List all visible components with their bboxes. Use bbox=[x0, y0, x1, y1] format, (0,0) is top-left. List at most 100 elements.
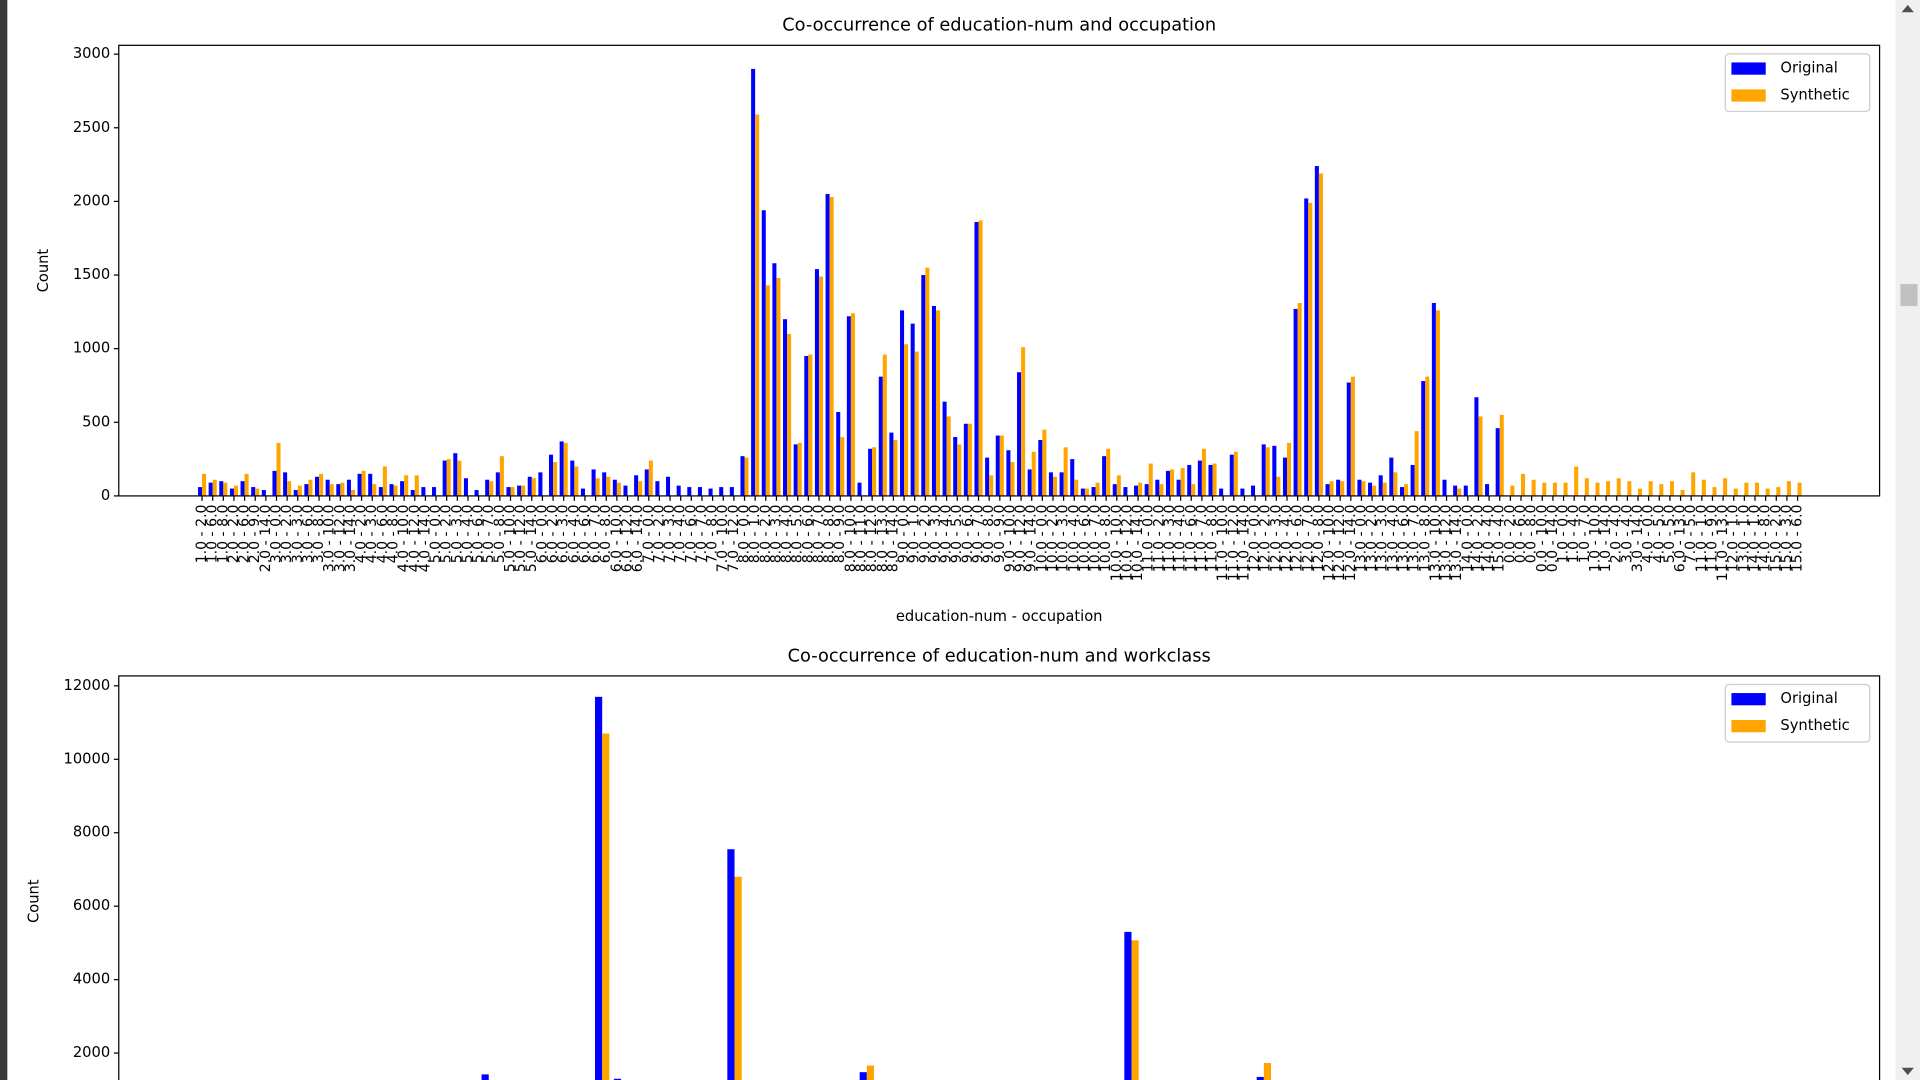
bar bbox=[925, 267, 930, 496]
y-tick-label: 10000 bbox=[63, 750, 110, 767]
x-tick-label: 0.0 - 6.0 bbox=[1513, 504, 1529, 563]
bar bbox=[1208, 464, 1213, 496]
y-tick-label: 8000 bbox=[73, 824, 110, 841]
bar bbox=[1510, 485, 1515, 496]
x-tick-label: 13.0 - 3.0 bbox=[1375, 504, 1391, 572]
legend-label: Synthetic bbox=[1780, 717, 1849, 734]
x-tick-label: 11.0 - 13.0 bbox=[1715, 504, 1731, 581]
x-tick-label: 13.0 - 6.0 bbox=[1396, 504, 1412, 572]
bar bbox=[1169, 469, 1175, 496]
bar bbox=[1786, 481, 1791, 496]
bar bbox=[1229, 454, 1234, 496]
x-tick-label: 3.0 - 4.0 bbox=[1619, 504, 1635, 563]
bar bbox=[506, 487, 511, 496]
bar bbox=[602, 472, 607, 496]
bar bbox=[549, 454, 554, 496]
bar bbox=[1485, 484, 1490, 496]
x-tick-label: 7.0 - 6.0 bbox=[683, 504, 699, 563]
x-tick-label: 8.0 - 11.0 bbox=[854, 504, 870, 572]
bar bbox=[904, 344, 909, 496]
bar bbox=[1357, 479, 1362, 496]
x-tick-label: 13.0 - 12.0 bbox=[1439, 504, 1455, 581]
bar bbox=[1410, 464, 1415, 496]
bar bbox=[676, 485, 681, 496]
bar bbox=[1006, 450, 1011, 496]
bar bbox=[538, 472, 543, 496]
bar bbox=[935, 310, 941, 496]
scroll-down-arrow[interactable] bbox=[1901, 1067, 1914, 1076]
bar bbox=[212, 479, 217, 496]
bar bbox=[1212, 463, 1217, 496]
x-tick-label: 14.0 - 4.0 bbox=[1481, 504, 1497, 572]
bar bbox=[595, 478, 600, 496]
bar bbox=[1457, 488, 1462, 496]
bar bbox=[846, 316, 851, 496]
x-tick-label: 13.0 - 2.0 bbox=[1364, 504, 1380, 572]
x-tick-label: 11.0 - 14.0 bbox=[1236, 504, 1252, 581]
x-tick-label: 6.0 - 6.0 bbox=[577, 504, 593, 563]
bar bbox=[1346, 382, 1351, 496]
x-tick-label: 4.0 - 3.0 bbox=[364, 504, 380, 563]
bar bbox=[1552, 482, 1557, 496]
bar bbox=[1052, 476, 1058, 496]
bar bbox=[1286, 442, 1292, 496]
bar bbox=[1251, 485, 1256, 496]
bar bbox=[1393, 472, 1398, 496]
x-tick-label: 7.0 - 0.0 bbox=[641, 504, 657, 563]
x-tick-label: 5.0 - 8.0 bbox=[492, 504, 508, 563]
bar bbox=[580, 488, 585, 496]
plot-frame bbox=[118, 675, 1881, 1080]
bar bbox=[325, 479, 330, 496]
bar bbox=[1124, 931, 1132, 1080]
x-tick-label: 3.0 - 14.0 bbox=[1630, 504, 1646, 572]
x-tick-label: 3.0 - 0.0 bbox=[268, 504, 284, 563]
bar bbox=[1027, 469, 1032, 496]
bar bbox=[1336, 479, 1341, 496]
x-tick-label: 8.0 - 0.0 bbox=[737, 504, 753, 563]
bar bbox=[1797, 482, 1802, 496]
bar bbox=[1084, 488, 1089, 496]
x-tick-label: 9.0 - 2.0 bbox=[917, 504, 933, 563]
bar bbox=[297, 485, 302, 496]
bar bbox=[921, 275, 926, 496]
y-tick-label: 6000 bbox=[73, 897, 110, 914]
x-tick-label: 8.0 - 6.0 bbox=[800, 504, 816, 563]
bar bbox=[1080, 488, 1085, 496]
scrollbar-thumb[interactable] bbox=[1900, 284, 1918, 307]
scrollbar-track[interactable] bbox=[1895, 0, 1920, 1080]
y-axis-label: Count bbox=[25, 879, 42, 923]
x-tick-label: 9.0 - 0.0 bbox=[896, 504, 912, 563]
x-tick-label: 9.0 - 8.0 bbox=[981, 504, 997, 563]
bar bbox=[283, 472, 288, 496]
bar bbox=[1531, 479, 1536, 496]
bar bbox=[995, 435, 1000, 496]
x-tick-label: 5.0 - 4.0 bbox=[460, 504, 476, 563]
bar bbox=[1361, 481, 1366, 496]
x-tick-label: 1.0 - 2.0 bbox=[194, 504, 210, 563]
bar bbox=[1648, 481, 1653, 496]
x-tick-label: 6.0 - 0.0 bbox=[534, 504, 550, 563]
bar bbox=[1563, 482, 1568, 496]
x-tick-label: 4.0 - 5.0 bbox=[1651, 504, 1667, 563]
bar bbox=[634, 475, 639, 496]
x-tick-label: 12.0 - 3.0 bbox=[1268, 504, 1284, 572]
x-tick-label: 15.0 - 2.0 bbox=[1768, 504, 1784, 572]
bar bbox=[233, 485, 238, 496]
x-tick-label: 10.0 - 10.0 bbox=[1109, 504, 1125, 581]
x-tick-label: 5.0 - 6.0 bbox=[471, 504, 487, 563]
x-tick-label: 11.0 - 1.0 bbox=[1694, 504, 1710, 572]
x-tick-label: 11.0 - 3.0 bbox=[1162, 504, 1178, 572]
bar bbox=[372, 484, 377, 496]
bar bbox=[776, 277, 781, 496]
bar bbox=[1116, 475, 1121, 496]
bar bbox=[978, 220, 983, 496]
x-tick-label: 8.0 - 3.0 bbox=[768, 504, 784, 563]
bar bbox=[787, 333, 792, 496]
x-tick-label: 3.0 - 6.0 bbox=[300, 504, 316, 563]
bar bbox=[1595, 482, 1600, 496]
bar bbox=[1314, 166, 1319, 496]
scroll-up-arrow[interactable] bbox=[1901, 4, 1914, 13]
x-tick-label: 5.0 - 3.0 bbox=[449, 504, 465, 563]
x-tick-label: 1.0 - 14.0 bbox=[1598, 504, 1614, 572]
bar bbox=[1776, 487, 1781, 496]
